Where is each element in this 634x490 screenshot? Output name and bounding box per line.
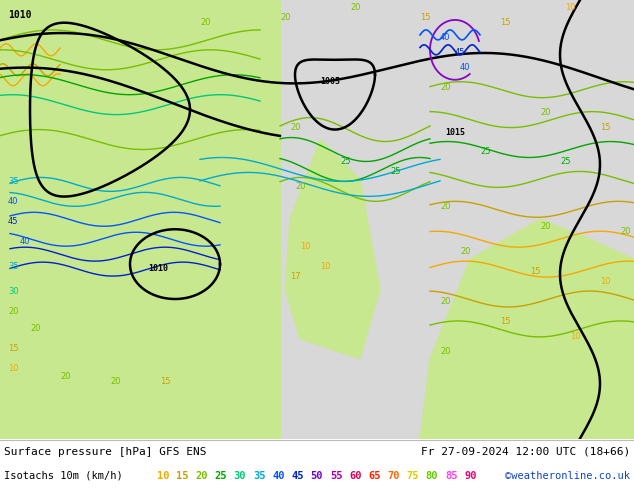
Text: 1010: 1010 (148, 264, 168, 273)
Text: 45: 45 (455, 48, 465, 57)
Text: 10: 10 (8, 364, 18, 373)
Text: 15: 15 (500, 317, 510, 326)
Text: 40: 40 (272, 470, 285, 481)
Text: 20: 20 (460, 247, 470, 256)
Text: 85: 85 (445, 470, 458, 481)
Text: Surface pressure [hPa] GFS ENS: Surface pressure [hPa] GFS ENS (4, 447, 207, 457)
Text: 1010: 1010 (8, 10, 32, 20)
Text: ©weatheronline.co.uk: ©weatheronline.co.uk (505, 470, 630, 481)
Text: 25: 25 (390, 168, 401, 176)
Text: 10: 10 (300, 242, 311, 251)
FancyBboxPatch shape (395, 0, 634, 439)
Text: 17: 17 (290, 272, 301, 281)
Text: 15: 15 (420, 13, 430, 22)
Text: 20: 20 (60, 372, 70, 381)
Text: 50: 50 (311, 470, 323, 481)
Text: 60: 60 (349, 470, 361, 481)
Text: 20: 20 (30, 324, 41, 333)
Text: 35: 35 (8, 177, 18, 186)
Text: 25: 25 (340, 157, 351, 167)
Text: Isotachs 10m (km/h): Isotachs 10m (km/h) (4, 470, 123, 481)
Text: 20: 20 (195, 470, 208, 481)
Text: 20: 20 (540, 108, 550, 117)
Text: 20: 20 (440, 202, 451, 211)
Text: 20: 20 (280, 13, 290, 22)
Text: 40: 40 (8, 197, 18, 206)
Text: 35: 35 (8, 262, 18, 271)
Text: 55: 55 (330, 470, 342, 481)
Text: 35: 35 (253, 470, 266, 481)
Text: 70: 70 (387, 470, 400, 481)
Text: 15: 15 (8, 344, 18, 353)
Text: 15: 15 (160, 377, 171, 386)
Text: 20: 20 (440, 347, 451, 356)
Text: 20: 20 (620, 227, 630, 236)
Text: 25: 25 (560, 157, 571, 167)
Text: 25: 25 (480, 147, 491, 156)
Text: 20: 20 (540, 222, 550, 231)
Text: 15: 15 (530, 267, 541, 276)
Text: 30: 30 (8, 287, 18, 296)
Text: 15: 15 (176, 470, 189, 481)
Text: 30: 30 (234, 470, 246, 481)
Text: 15: 15 (600, 122, 611, 132)
Text: 40: 40 (460, 63, 470, 72)
Text: 20: 20 (440, 83, 451, 92)
Text: 45: 45 (8, 217, 18, 226)
Text: 45: 45 (292, 470, 304, 481)
Text: 10: 10 (570, 332, 581, 341)
Text: 20: 20 (290, 122, 301, 132)
Text: 80: 80 (426, 470, 438, 481)
Text: 25: 25 (214, 470, 227, 481)
FancyBboxPatch shape (0, 0, 280, 439)
Text: 20: 20 (440, 297, 451, 306)
Polygon shape (420, 220, 634, 439)
Text: 65: 65 (368, 470, 380, 481)
Text: 40: 40 (440, 33, 451, 42)
Text: Fr 27-09-2024 12:00 UTC (18+66): Fr 27-09-2024 12:00 UTC (18+66) (421, 447, 630, 457)
Text: 10: 10 (157, 470, 169, 481)
Text: 1005: 1005 (320, 77, 340, 86)
Text: 20: 20 (8, 307, 18, 316)
Text: 10: 10 (600, 277, 611, 286)
Text: 20: 20 (110, 377, 120, 386)
Text: 90: 90 (464, 470, 477, 481)
Polygon shape (285, 140, 380, 359)
Text: 15: 15 (500, 18, 510, 27)
Polygon shape (250, 0, 400, 439)
Text: 40: 40 (20, 237, 30, 246)
Text: 10: 10 (320, 262, 330, 271)
Text: 20: 20 (200, 18, 210, 27)
Text: 20: 20 (295, 182, 306, 192)
Polygon shape (0, 0, 280, 439)
Text: 1015: 1015 (445, 127, 465, 137)
Text: 10: 10 (565, 3, 576, 12)
Text: 20: 20 (350, 3, 361, 12)
Text: 75: 75 (406, 470, 419, 481)
